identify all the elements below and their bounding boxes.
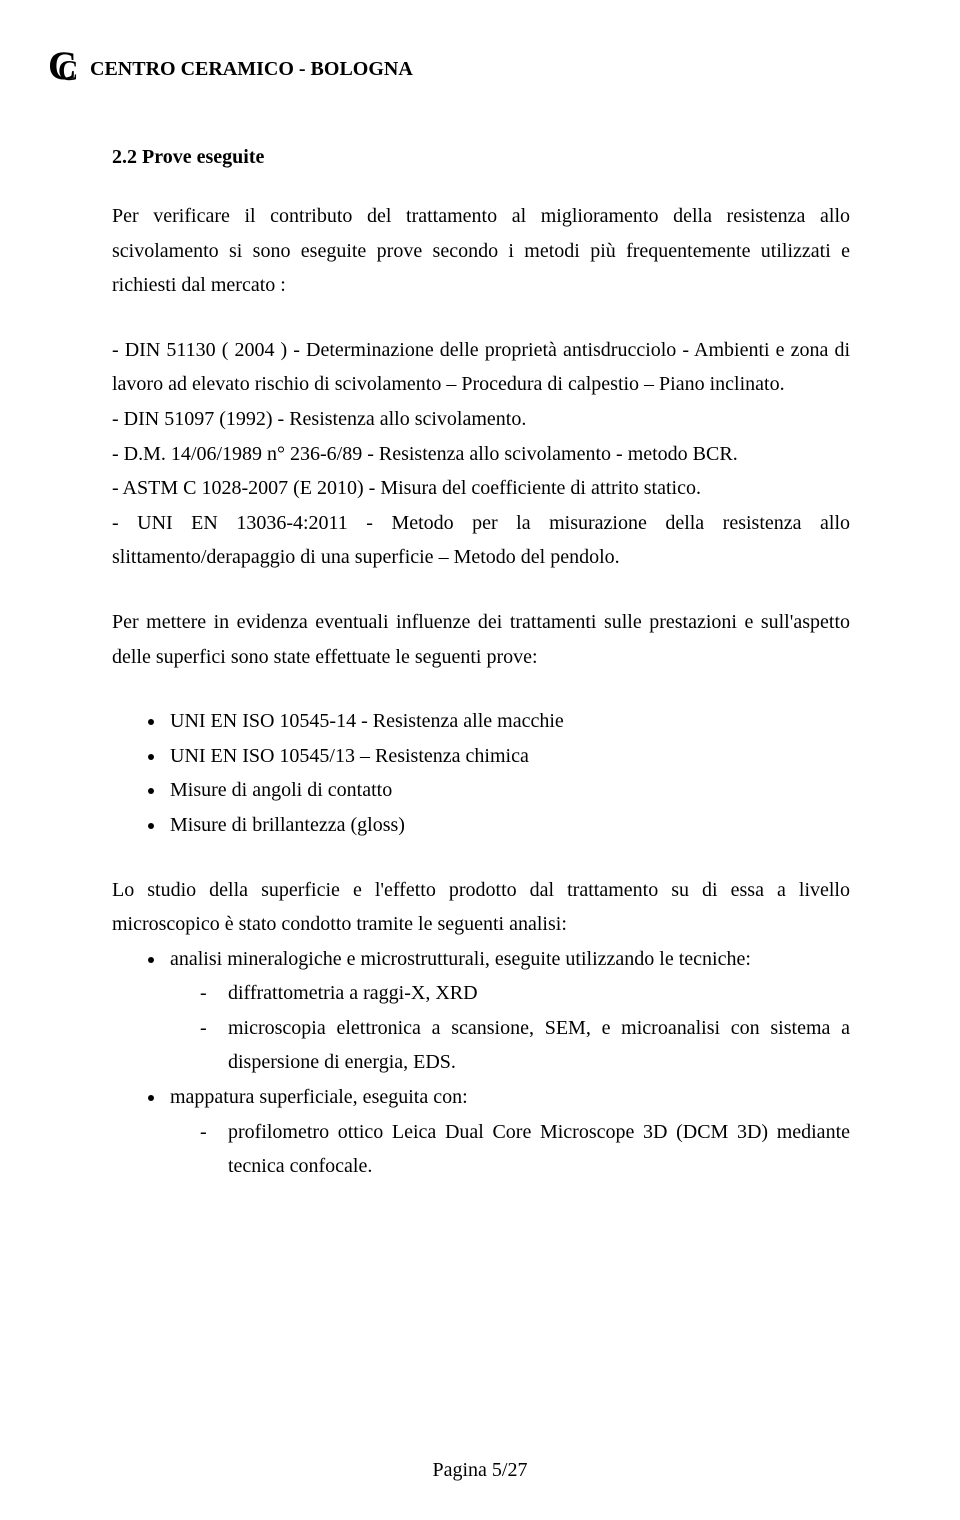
list-item-label: mappatura superficiale, eseguita con: — [170, 1086, 468, 1108]
analysis-bullet-list: analisi mineralogiche e microstrutturali… — [112, 942, 850, 1184]
header-title: CENTRO CERAMICO - BOLOGNA — [90, 52, 413, 81]
list-item: mappatura superficiale, eseguita con: pr… — [166, 1080, 850, 1184]
standard-line: - DIN 51097 (1992) - Resistenza allo sci… — [112, 402, 850, 437]
sub-list: profilometro ottico Leica Dual Core Micr… — [170, 1115, 850, 1184]
list-item: Misure di brillantezza (gloss) — [166, 808, 850, 843]
standards-block: - DIN 51130 ( 2004 ) - Determinazione de… — [112, 333, 850, 575]
sub-list-item: profilometro ottico Leica Dual Core Micr… — [224, 1115, 850, 1184]
list-item: UNI EN ISO 10545/13 – Resistenza chimica — [166, 739, 850, 774]
intro-paragraph: Per verificare il contributo del trattam… — [112, 199, 850, 303]
sub-list: diffrattometria a raggi-X, XRD microscop… — [170, 976, 850, 1080]
standard-line: - DIN 51130 ( 2004 ) - Determinazione de… — [112, 333, 850, 402]
standard-line: - UNI EN 13036-4:2011 - Metodo per la mi… — [112, 506, 850, 575]
document-page: C C CENTRO CERAMICO - BOLOGNA 2.2 Prove … — [0, 0, 960, 1520]
influence-paragraph: Per mettere in evidenza eventuali influe… — [112, 605, 850, 674]
list-item: analisi mineralogiche e microstrutturali… — [166, 942, 850, 1080]
sub-list-item: diffrattometria a raggi-X, XRD — [224, 976, 850, 1011]
page-number: Pagina 5/27 — [433, 1459, 528, 1481]
sub-list-item: microscopia elettronica a scansione, SEM… — [224, 1011, 850, 1080]
logo-letter-c-inner: C — [58, 58, 78, 86]
standard-line: - ASTM C 1028-2007 (E 2010) - Misura del… — [112, 471, 850, 506]
standard-line: - D.M. 14/06/1989 n° 236-6/89 - Resisten… — [112, 437, 850, 472]
test-bullet-list: UNI EN ISO 10545-14 - Resistenza alle ma… — [112, 704, 850, 842]
page-footer: Pagina 5/27 — [0, 1459, 960, 1482]
microscopic-paragraph: Lo studio della superficie e l'effetto p… — [112, 873, 850, 942]
list-item: UNI EN ISO 10545-14 - Resistenza alle ma… — [166, 704, 850, 739]
list-item-label: analisi mineralogiche e microstrutturali… — [170, 948, 751, 970]
page-header: C C CENTRO CERAMICO - BOLOGNA — [48, 52, 850, 92]
section-heading: 2.2 Prove eseguite — [112, 146, 850, 169]
list-item: Misure di angoli di contatto — [166, 773, 850, 808]
logo-icon: C C — [48, 52, 82, 92]
